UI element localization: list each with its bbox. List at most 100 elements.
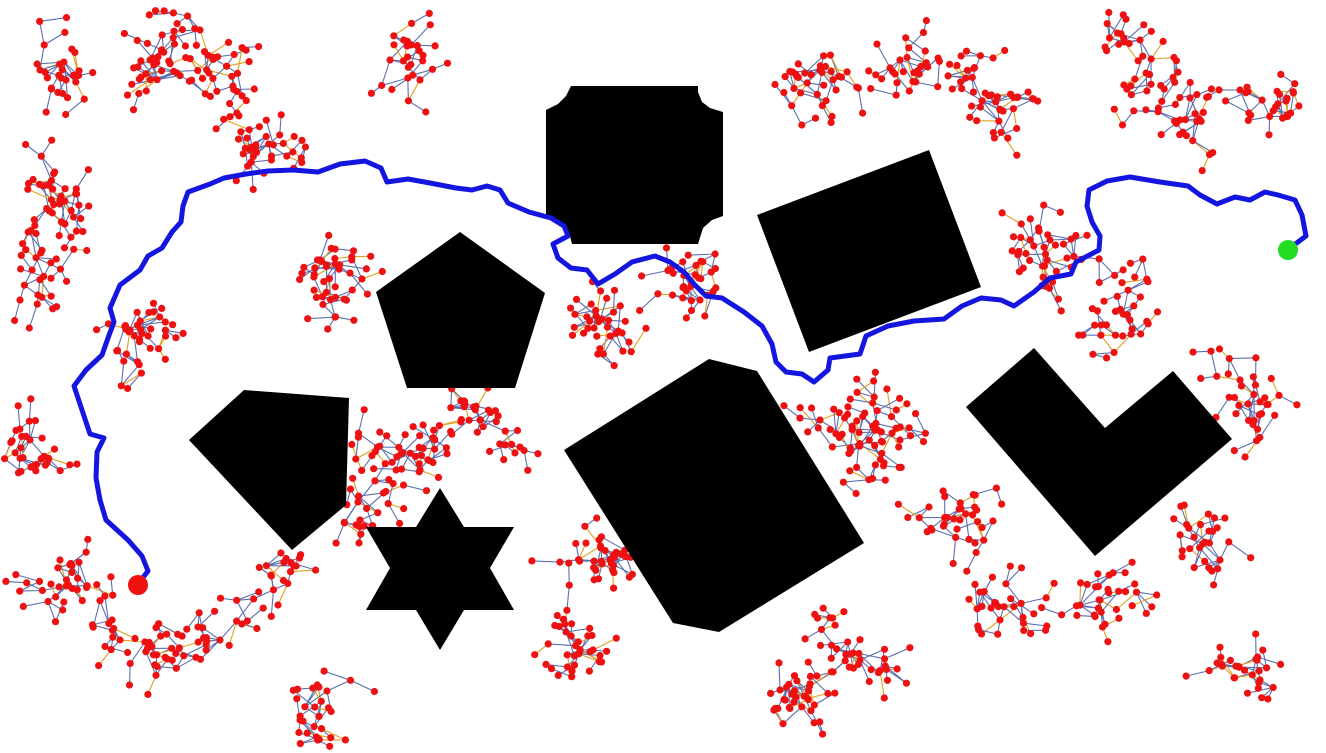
tree-node	[935, 57, 944, 65]
tree-edge	[104, 596, 110, 624]
tree-node	[84, 166, 92, 174]
tree-edge	[816, 72, 823, 95]
tree-node	[37, 455, 45, 463]
tree-edge	[965, 513, 970, 540]
tree-node	[1120, 81, 1128, 89]
tree-node	[965, 595, 973, 603]
tree-node	[36, 17, 44, 25]
tree-node	[687, 306, 696, 315]
tree-node	[194, 638, 202, 646]
tree-edge	[1234, 440, 1257, 452]
tree-node	[636, 306, 644, 315]
tree-node	[59, 606, 67, 614]
tree-node	[508, 440, 516, 448]
tree-node	[292, 562, 300, 570]
tree-node	[48, 209, 56, 217]
tree-node	[1010, 603, 1018, 611]
tree-node	[1083, 231, 1091, 239]
tree-node	[1205, 667, 1213, 675]
tree-node	[471, 406, 479, 414]
tree-node	[963, 567, 971, 575]
tree-node	[229, 82, 237, 90]
tree-node	[1017, 233, 1025, 242]
tree-edge	[271, 151, 294, 157]
tree-edge	[974, 584, 978, 609]
tree-edge	[65, 98, 85, 115]
tree-node	[11, 316, 19, 325]
tree-edge	[884, 647, 911, 660]
tree-node	[137, 57, 145, 65]
tree-node	[1193, 91, 1201, 99]
tree-edge	[208, 41, 229, 56]
tree-node	[835, 433, 844, 442]
tree-node	[426, 21, 434, 29]
tree-node	[419, 57, 427, 65]
tree-node	[902, 34, 910, 42]
tree-edge	[253, 589, 274, 600]
tree-node	[840, 608, 848, 616]
tree-node	[19, 602, 27, 611]
tree-node	[146, 344, 154, 352]
tree-node	[816, 416, 824, 424]
tree-node	[869, 399, 877, 407]
tree-node	[668, 291, 677, 299]
tree-node	[1043, 622, 1051, 630]
tree-node	[122, 350, 130, 358]
tree-edge	[886, 388, 893, 417]
tree-node	[1098, 623, 1107, 631]
tree-edge	[28, 303, 38, 329]
tree-node	[881, 476, 889, 484]
tree-edge	[39, 21, 45, 46]
tree-node	[804, 696, 812, 704]
tree-edge	[572, 320, 591, 336]
tree-node	[1244, 116, 1252, 124]
tree-node	[341, 736, 349, 744]
tree-edge	[299, 700, 322, 717]
tree-edge	[872, 402, 897, 411]
tree-node	[796, 414, 804, 422]
tree-edge	[1139, 39, 1152, 60]
tree-node	[19, 240, 27, 248]
tree-node	[161, 355, 169, 363]
tree-node	[70, 245, 78, 253]
tree-node	[963, 66, 972, 74]
tree-node	[243, 617, 251, 625]
tree-node	[58, 66, 66, 74]
tree-node	[250, 595, 258, 603]
tree-node	[96, 597, 104, 605]
tree-node	[371, 447, 379, 455]
tree-node	[865, 677, 873, 686]
tree-node	[989, 517, 997, 525]
tree-edge	[229, 100, 247, 118]
endpoint-layer	[128, 240, 1298, 595]
tree-node	[1140, 21, 1148, 29]
tree-node	[60, 598, 68, 606]
tree-node	[51, 618, 60, 626]
tree-edge	[200, 639, 221, 660]
tree-node	[906, 432, 915, 440]
tree-node	[793, 677, 801, 685]
tree-node	[1119, 266, 1127, 274]
tree-node	[1266, 112, 1274, 120]
tree-node	[357, 530, 365, 538]
tree-node	[980, 536, 988, 544]
tree-node	[79, 227, 87, 236]
tree-edge	[804, 55, 824, 74]
path-layer	[71, 158, 1309, 587]
tree-node	[798, 121, 806, 129]
tree-node	[320, 278, 328, 286]
tree-node	[72, 227, 81, 235]
tree-node	[1083, 580, 1091, 589]
tree-node	[915, 514, 923, 522]
tree-edge	[292, 689, 316, 708]
tree-node	[1105, 571, 1113, 579]
tree-node	[865, 67, 873, 75]
tree-node	[319, 300, 327, 309]
tree-node	[358, 466, 366, 474]
tree-edge	[15, 574, 40, 582]
tree-node	[1111, 271, 1119, 279]
tree-node	[75, 201, 83, 209]
tree-node	[123, 91, 132, 99]
tree-node	[250, 85, 258, 93]
tree-node	[1215, 345, 1224, 353]
